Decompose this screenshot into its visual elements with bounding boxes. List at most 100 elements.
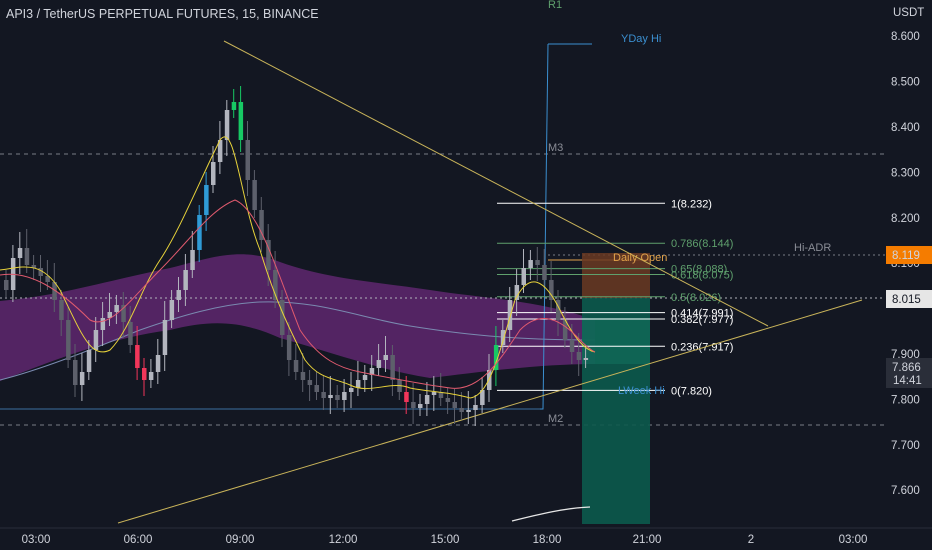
candle-body (507, 300, 513, 330)
candle-body (404, 392, 409, 402)
candle-body (128, 322, 133, 345)
candlesticks[interactable] (4, 86, 589, 426)
m3-label: M3 (548, 142, 563, 154)
badge-orange-text: 8.119 (892, 250, 920, 262)
candle-body (73, 360, 78, 385)
candle-body (280, 300, 285, 335)
candle-body (342, 392, 347, 400)
candle-body (252, 180, 257, 210)
candle-body (245, 140, 250, 180)
candle-body (86, 350, 92, 372)
ascending-trendline (117, 299, 863, 524)
candle-body (466, 410, 471, 412)
candle-body (121, 305, 126, 322)
candle-body (576, 352, 582, 360)
candle-body (431, 392, 437, 395)
candle-body (259, 210, 264, 240)
hi-adr-label: Hi-ADR (794, 242, 831, 254)
moving-averages (0, 136, 596, 399)
r1-label: R1 (548, 0, 562, 11)
candle-body (114, 305, 119, 312)
candle-body (583, 358, 589, 360)
candle-body (155, 355, 161, 372)
fib-level-label: 0.382(7.977) (671, 314, 733, 326)
fib-retracement[interactable]: 1(8.232) 0.786(8.144) 0.65(8.088)0.618(8.0… (497, 198, 733, 397)
candle-body (211, 162, 216, 185)
candle-body (142, 368, 147, 380)
candle-body (231, 102, 237, 110)
candle-body (238, 102, 244, 140)
candle-body (66, 320, 71, 360)
candle-body (286, 335, 292, 360)
currency-label: USDT (893, 7, 924, 19)
price-tick-label: 8.600 (891, 31, 920, 43)
candle-body (273, 270, 278, 300)
candle-body (224, 110, 230, 140)
yday-hi-label: YDay Hi (621, 33, 661, 45)
price-tick-label: 7.800 (891, 394, 920, 406)
time-tick-label: 12:00 (329, 534, 358, 546)
candle-body (107, 312, 112, 318)
candle-body (300, 372, 306, 380)
position-entry-band (582, 318, 650, 364)
candle-body (79, 372, 85, 385)
candle-body (314, 385, 319, 392)
candle-body (562, 320, 568, 340)
candle-body (17, 248, 23, 258)
candle-body (183, 270, 188, 290)
time-tick-label: 21:00 (633, 534, 662, 546)
ema-slow (0, 199, 596, 389)
time-tick-label: 2 (748, 534, 754, 546)
candle-body (424, 395, 430, 404)
candle-body (45, 276, 50, 282)
candle-body (445, 398, 451, 402)
candle-body (411, 402, 416, 408)
candle-body (31, 265, 37, 268)
candle-body (93, 330, 99, 350)
candle-body (307, 380, 313, 385)
candle-body (452, 402, 457, 408)
candle-body (569, 340, 575, 352)
candle-body (418, 404, 423, 408)
long-position-tool[interactable] (582, 253, 650, 524)
candle-body (528, 260, 533, 268)
daily-open-label: Daily Open (613, 252, 667, 264)
descending-trendline (223, 40, 769, 327)
candle-body (135, 345, 140, 368)
fib-level-label: 0(7.820) (671, 385, 712, 397)
candle-body (459, 408, 464, 412)
candle-body (556, 300, 561, 320)
candle-body (4, 280, 9, 290)
time-axis[interactable]: 03:00 06:00 09:00 12:00 15:00 18:00 21:00 2 03:0… (0, 527, 932, 546)
price-tick-label: 8.500 (891, 77, 920, 89)
lweek-hi-label: LWeek Hi (618, 385, 665, 397)
candle-body (349, 388, 354, 392)
candle-body (549, 280, 554, 300)
candle-body (438, 392, 444, 398)
candle-body (100, 318, 106, 330)
badge-last-price (886, 358, 932, 388)
candle-body (217, 140, 223, 162)
candle-body (369, 368, 375, 375)
ribbon-band (0, 254, 595, 381)
candle-body (197, 215, 202, 250)
candle-body (390, 355, 395, 380)
candle-body (500, 330, 506, 345)
trendlines[interactable] (117, 40, 863, 524)
price-tick-label: 7.600 (891, 485, 920, 497)
ema-fast (0, 136, 596, 399)
candle-body (542, 265, 547, 280)
fib-level-label: 1(8.232) (671, 198, 712, 210)
candle-body (59, 300, 64, 320)
symbol-title[interactable]: API3 / TetherUS PERPETUAL FUTURES, 15, B… (6, 7, 319, 21)
time-tick-label: 15:00 (431, 534, 460, 546)
badge-last-price-text: 7.866 (892, 362, 921, 374)
fib-level-label: 0.414(7.991) (671, 308, 733, 320)
price-tick-label: 8.300 (891, 167, 920, 179)
candle-body (176, 290, 181, 300)
time-tick-label: 03:00 (22, 534, 51, 546)
candle-body (190, 250, 195, 270)
candle-body (204, 185, 209, 215)
